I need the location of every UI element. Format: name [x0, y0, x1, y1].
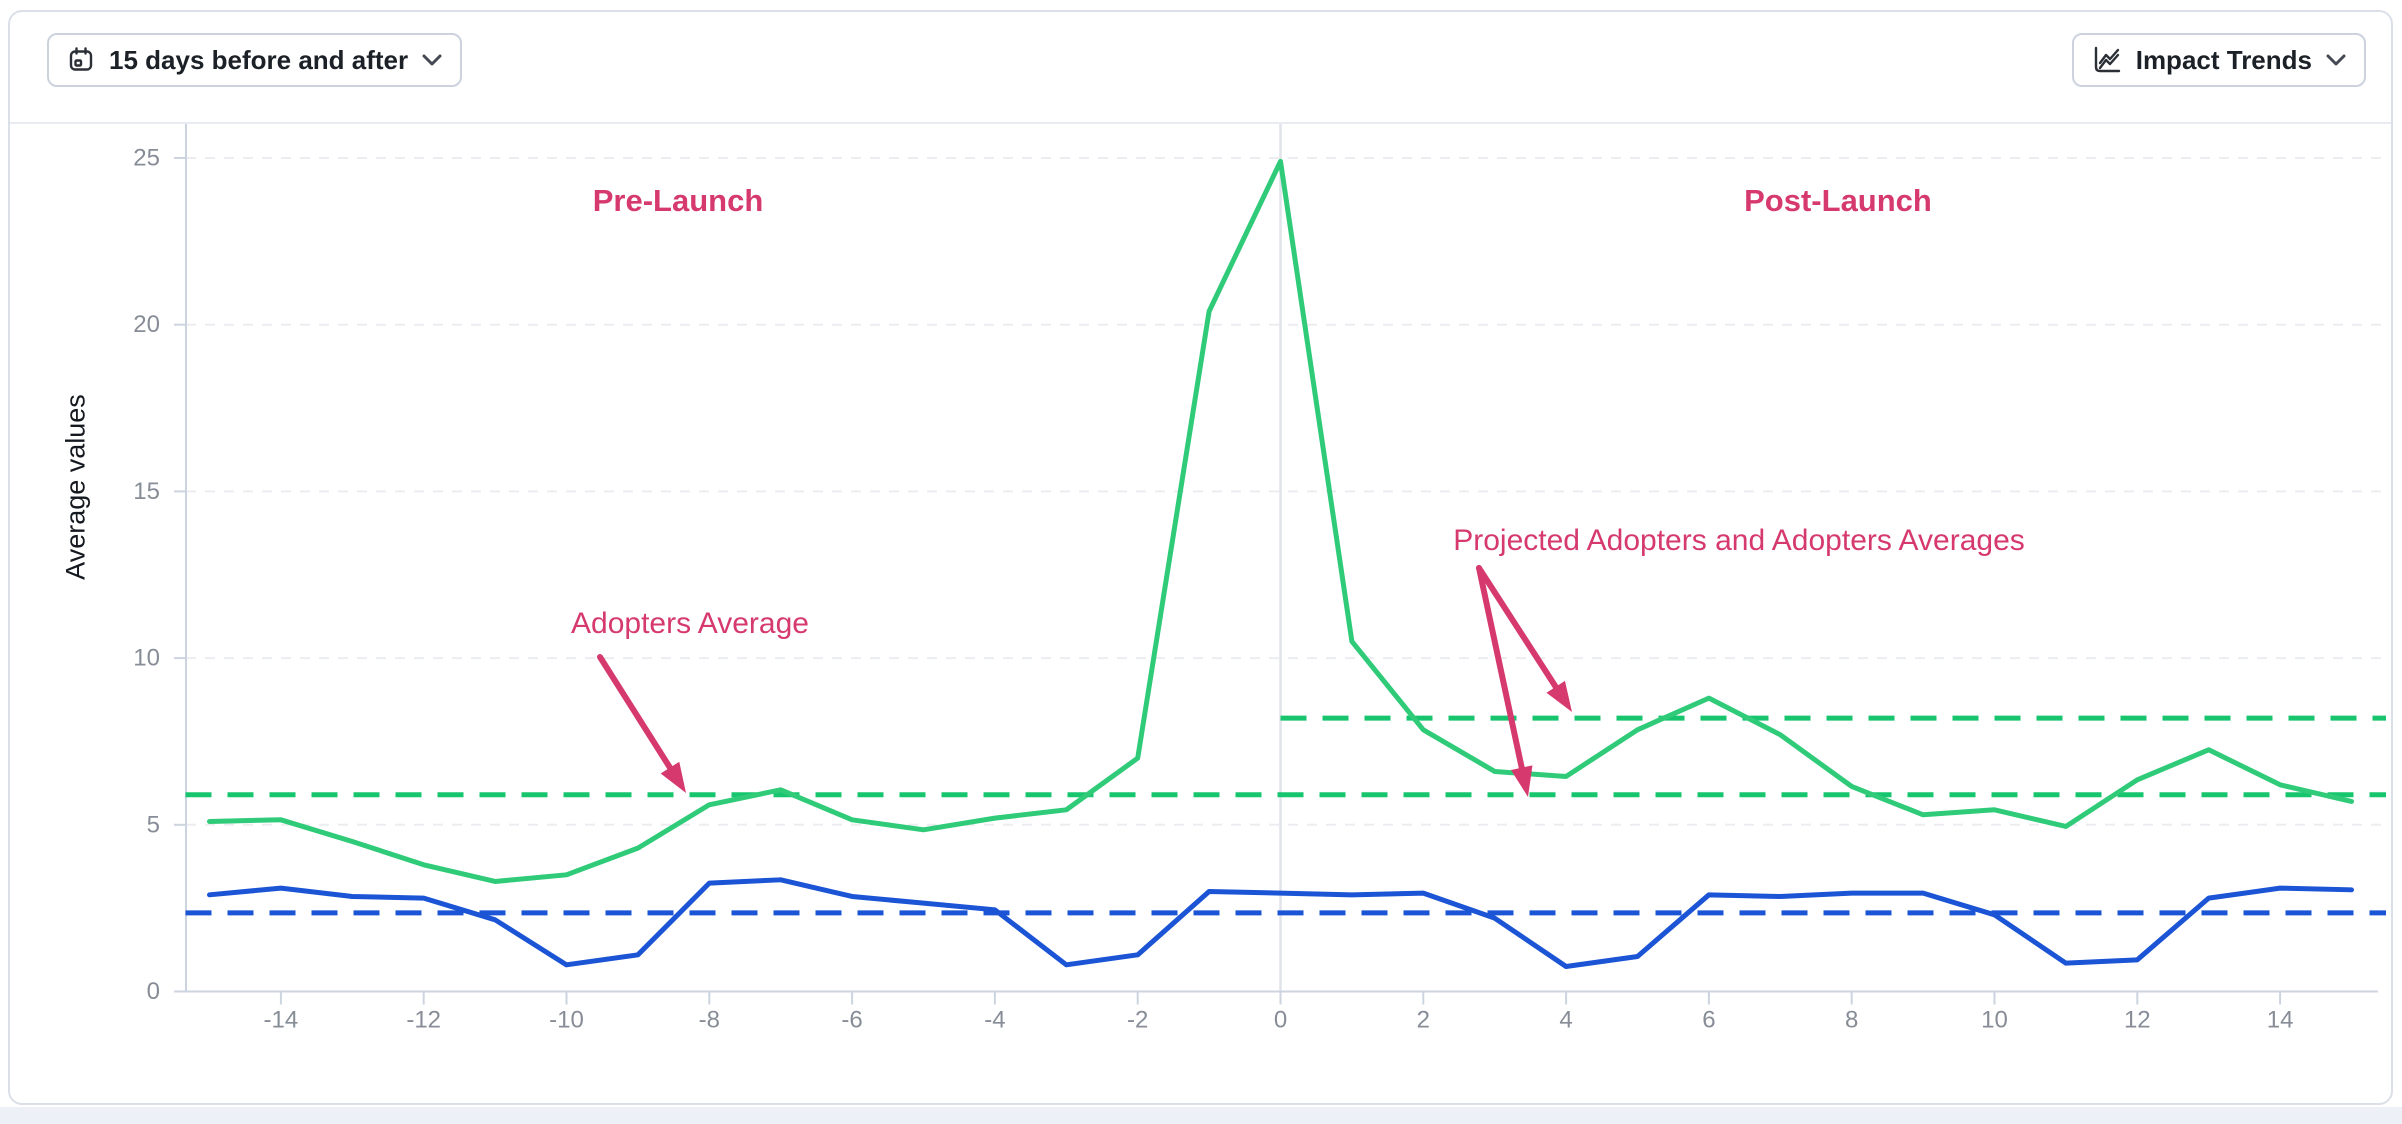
y-tick-label: 20: [133, 311, 160, 338]
annotation-post-launch: Post-Launch: [1744, 183, 1932, 218]
x-tick-label: 0: [1274, 1007, 1287, 1034]
y-tick-label: 15: [133, 478, 160, 505]
x-tick-label: 12: [2124, 1007, 2151, 1034]
x-tick-label: 10: [1981, 1007, 2008, 1034]
y-tick-label: 25: [133, 145, 160, 172]
calendar-icon: [67, 46, 95, 74]
annotation-arrowhead: [660, 761, 686, 793]
annotation-pre-launch: Pre-Launch: [592, 183, 764, 218]
annotation-arrowhead: [1510, 765, 1533, 797]
x-tick-label: -8: [699, 1007, 720, 1034]
y-tick-label: 5: [147, 811, 160, 838]
annotation-arrow: [1476, 565, 1562, 695]
impact-trends-label: Impact Trends: [2135, 44, 2312, 75]
x-tick-label: -12: [406, 1007, 441, 1034]
chart-card: 15 days before and after Impact Trends: [8, 10, 2393, 1105]
projected-adopters-line: [207, 877, 2354, 969]
adopters-line: [207, 158, 2354, 884]
page-background-strip: [0, 1107, 2402, 1124]
x-tick-label: 2: [1417, 1007, 1430, 1034]
x-tick-label: -14: [264, 1007, 299, 1034]
header-divider: [10, 122, 2391, 124]
x-tick-label: -2: [1127, 1007, 1148, 1034]
chevron-down-icon: [422, 54, 442, 66]
trend-chart-icon: [2092, 45, 2122, 75]
x-tick-label: -4: [984, 1007, 1005, 1034]
annotation-projected-adopters-averages: Projected Adopters and Adopters Averages: [1453, 524, 2025, 557]
x-tick-label: -10: [549, 1007, 584, 1034]
impact-trends-button[interactable]: Impact Trends: [2071, 33, 2366, 87]
y-tick-label: 0: [147, 978, 160, 1005]
date-range-button[interactable]: 15 days before and after: [47, 33, 463, 87]
y-tick-label: 10: [133, 645, 160, 672]
annotation-adopters-average: Adopters Average: [571, 607, 809, 640]
annotation-arrowhead: [1546, 680, 1572, 712]
annotation-arrow: [1476, 565, 1526, 777]
x-tick-label: 6: [1702, 1007, 1715, 1034]
date-range-label: 15 days before and after: [109, 44, 409, 75]
x-tick-label: 8: [1845, 1007, 1858, 1034]
x-tick-label: 4: [1559, 1007, 1572, 1034]
annotation-arrow: [597, 654, 677, 776]
x-tick-label: -6: [841, 1007, 862, 1034]
chevron-down-icon: [2326, 54, 2346, 66]
x-tick-label: 14: [2267, 1007, 2294, 1034]
